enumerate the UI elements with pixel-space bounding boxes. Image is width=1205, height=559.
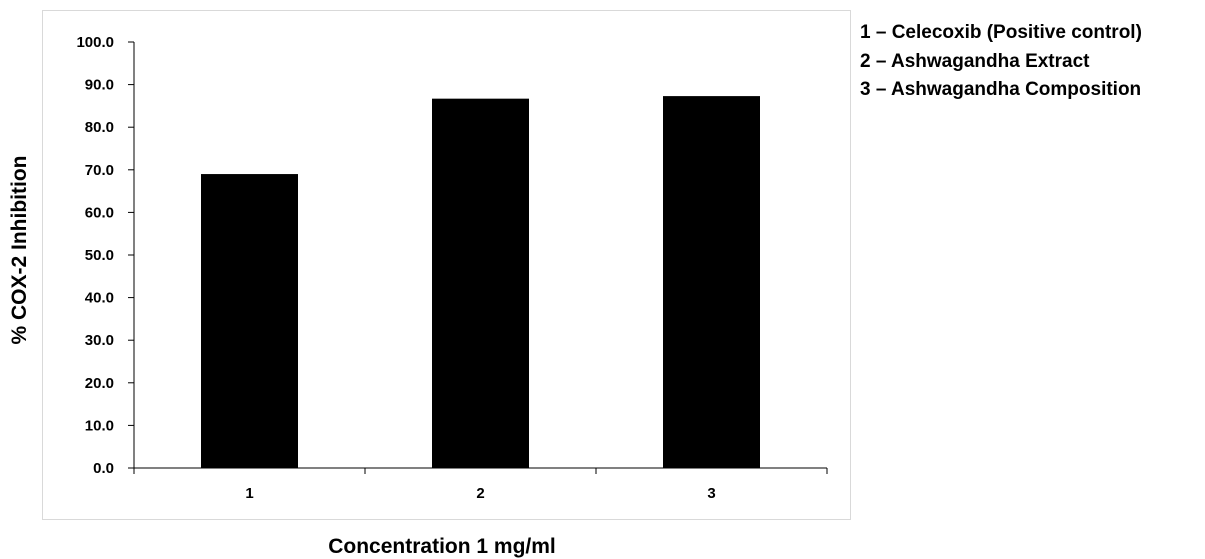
x-axis-title: Concentration 1 mg/ml: [328, 535, 556, 558]
y-tick-label: 0.0: [93, 460, 114, 477]
y-tick-label: 70.0: [85, 162, 114, 179]
y-tick-label: 90.0: [85, 77, 114, 94]
y-axis-title: % COX-2 Inhibition: [8, 156, 31, 345]
x-axis: 1 2 3: [133, 467, 828, 502]
y-tick-label: 10.0: [85, 417, 114, 434]
y-axis: 0.0 10.0 20.0 30.0 40.0 50.0 60.0 70.0 80.0 90.0 1…: [76, 34, 135, 477]
legend: 1 – Celecoxib (Positive control) 2 – Ashw…: [860, 19, 1142, 105]
bar-3: [663, 96, 760, 469]
y-tick-label: 50.0: [85, 247, 114, 264]
bar-2: [432, 98, 529, 469]
y-tick-label: 80.0: [85, 119, 114, 136]
y-tick-label: 40.0: [85, 290, 114, 307]
x-tick-label: 1: [245, 485, 253, 502]
y-tick-label: 60.0: [85, 204, 114, 221]
legend-entry: 2 – Ashwagandha Extract: [860, 50, 1090, 72]
bars-group: [201, 96, 760, 469]
legend-entry: 3 – Ashwagandha Composition: [860, 79, 1142, 100]
chart-area: [42, 10, 851, 520]
y-tick-label: 30.0: [85, 332, 114, 349]
x-tick-label: 2: [476, 485, 484, 502]
y-tick-label: 100.0: [76, 34, 114, 51]
legend-entry: 1 – Celecoxib (Positive control): [860, 22, 1142, 43]
bar-1: [201, 174, 298, 468]
x-tick-label: 3: [707, 485, 715, 502]
y-tick-label: 20.0: [85, 375, 114, 392]
